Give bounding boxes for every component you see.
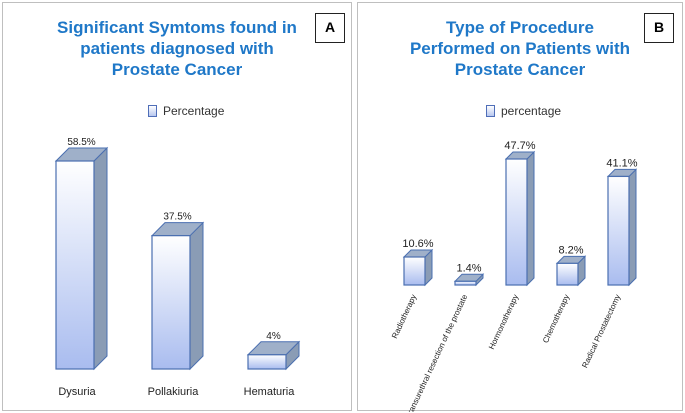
data-label: 1.4% (456, 262, 481, 274)
x-tick-label: Chemotherapy (541, 293, 571, 344)
bar-group (453, 273, 485, 287)
x-tick-label: Pollakiuria (148, 386, 200, 398)
legend-label: percentage (501, 104, 562, 118)
data-label: 47.7% (504, 140, 535, 152)
bar-group (555, 255, 587, 287)
bar-side (526, 150, 535, 287)
chart-panel-a: Significant Symtoms found in patients di… (2, 2, 352, 411)
bar (556, 262, 579, 286)
x-tick-label: Transurethral resection of the prostate (404, 293, 470, 412)
chart-title-line: patients diagnosed with (80, 39, 274, 58)
bar-group (150, 221, 205, 371)
chart-panel-b: Type of Procedure Performed on Patients … (357, 2, 683, 412)
panel-label: A (315, 13, 345, 43)
data-label: 37.5% (163, 212, 191, 223)
bar-group (246, 340, 301, 371)
chart-title-line: Significant Symtoms found in (57, 18, 297, 37)
x-tick-label: Hematuria (244, 386, 296, 398)
legend-swatch (148, 105, 157, 117)
panel-label: B (644, 13, 674, 43)
chart-legend: percentage (486, 104, 561, 118)
chart-title: Significant Symtoms found in patients di… (3, 17, 351, 80)
chart-title-line: Prostate Cancer (111, 60, 243, 79)
x-tick-label: Dysuria (58, 386, 96, 398)
bar (55, 160, 95, 370)
chart-title-line: Performed on Patients with (409, 39, 631, 58)
chart-legend: Percentage (148, 104, 224, 118)
bar (403, 256, 426, 286)
data-label: 8.2% (558, 244, 583, 256)
bar (607, 175, 630, 286)
chart-a-plot: 58.5% Dysuria 37.5% Pollakiuria 4% Hematuria (54, 137, 301, 398)
bar-group (504, 150, 536, 287)
data-label: 10.6% (402, 238, 433, 250)
bar (454, 280, 477, 286)
bar (505, 158, 528, 286)
bar-group (54, 146, 109, 371)
chart-title: Type of Procedure Performed on Patients … (358, 17, 682, 80)
data-label: 4% (266, 331, 281, 342)
data-label: 58.5% (67, 137, 95, 148)
x-tick-label: Radiotherapy (390, 293, 418, 340)
bar-side (189, 221, 204, 371)
legend-swatch (486, 105, 495, 117)
x-tick-label: Radical Prostatectomy (580, 293, 622, 369)
bar-group (606, 168, 638, 287)
x-tick-label: Hormonotherapy (487, 293, 520, 351)
legend-label: Percentage (163, 104, 225, 118)
bar-group (402, 248, 434, 287)
data-label: 41.1% (606, 157, 637, 169)
bar (247, 354, 287, 370)
chart-title-line: Prostate Cancer (454, 60, 586, 79)
chart-title-line: Type of Procedure (446, 18, 594, 37)
bar (151, 235, 191, 370)
bar-side (93, 146, 108, 371)
chart-b-plot: 10.6% Radiotherapy 1.4% Transurethral resec… (390, 140, 638, 412)
bar-side (628, 168, 637, 287)
